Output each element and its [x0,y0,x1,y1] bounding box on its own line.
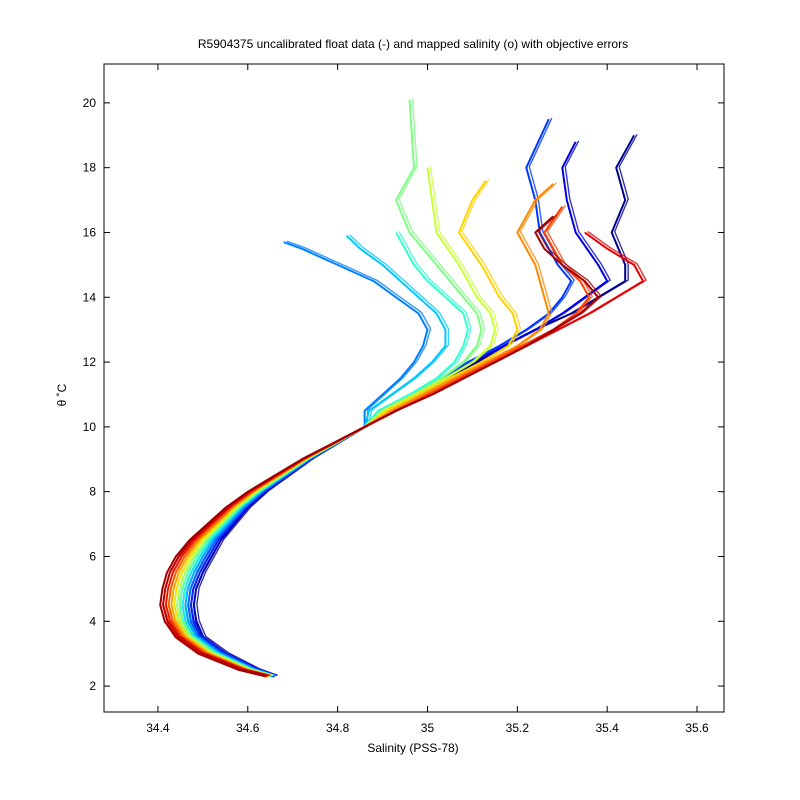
x-tick-label: 35.6 [685,721,709,735]
y-tick-label: 4 [89,614,96,628]
profile-lines [159,98,647,678]
y-tick-label: 14 [83,290,97,304]
x-axis-label: Salinity (PSS-78) [367,741,458,755]
plot-area: 34.4 34.6 34.8 35 35.2 35.4 35.6 2 4 6 8 10 12 14 16 1… [83,63,725,735]
y-tick-label: 6 [89,549,96,563]
profile-line-neighbor [162,214,602,677]
y-tick-label: 2 [89,679,96,693]
x-tick-label: 34.8 [326,721,350,735]
x-axis-ticks: 34.4 34.6 34.8 35 35.2 35.4 35.6 [146,64,709,735]
x-tick-label: 35.2 [506,721,530,735]
x-tick-label: 35 [421,721,435,735]
y-tick-label: 18 [83,161,97,175]
axes-box [103,63,725,713]
chart-title: R5904375 uncalibrated float data (-) and… [198,37,628,51]
y-tick-label: 8 [89,485,96,499]
y-axis-label: θ ˚C [55,383,69,406]
y-tick-label: 20 [83,96,97,110]
x-tick-label: 35.4 [596,721,620,735]
x-tick-label: 34.6 [236,721,260,735]
y-axis-ticks: 2 4 6 8 10 12 14 16 18 20 [83,96,724,693]
y-tick-label: 10 [83,420,97,434]
y-tick-label: 12 [83,355,97,369]
x-tick-label: 34.4 [146,721,170,735]
y-tick-label: 16 [83,225,97,239]
